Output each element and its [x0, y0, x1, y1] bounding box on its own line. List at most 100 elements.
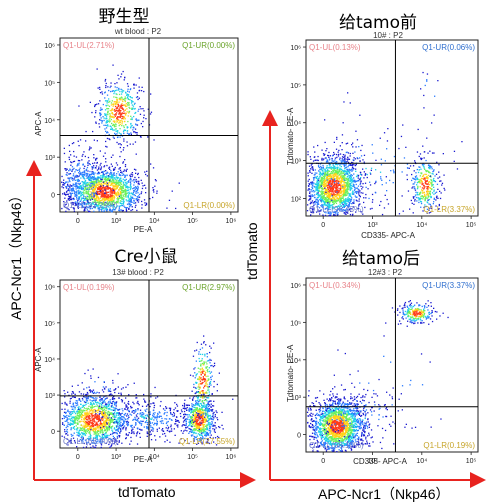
quadrant-label-ur: Q1-UR(0.00%)	[182, 41, 235, 50]
population-3	[189, 335, 220, 446]
y-tick-label: 10³	[45, 155, 56, 162]
plot-svg-after: Q1-UL(0.34%) Q1-UR(3.37%) Q1-LL(96.10%) Q1-…	[290, 277, 479, 465]
plot-frame	[305, 39, 479, 217]
left-x-axis-label: tdTomato	[118, 484, 176, 500]
population-4	[334, 322, 442, 433]
y-tick-label: 10⁴	[290, 358, 301, 365]
x-tick-label: 0	[76, 218, 80, 225]
population-2	[173, 382, 224, 445]
panel-subtitle-before: 10# : P2	[373, 31, 403, 40]
quadrant-label-ll: Q1-LL(97.29%)	[63, 201, 118, 210]
population-3	[310, 378, 417, 452]
plot-svg-cre: Q1-UL(0.19%) Q1-UR(2.97%) Q1-LL(68.90%) Q1-…	[44, 279, 239, 461]
quadrant-label-lr: Q1-LR(0.19%)	[423, 441, 475, 450]
y-tick-label: 10³	[291, 159, 302, 166]
facs-plot-cre: Q1-UL(0.19%) Q1-UR(2.97%) Q1-LL(68.90%) Q1-…	[44, 279, 239, 461]
quadrant-label-ur: Q1-UR(2.97%)	[182, 283, 235, 292]
y-tick-label: 10⁵	[290, 83, 301, 90]
y-tick-label: 10³	[45, 393, 56, 400]
y-tick-label: 10²	[291, 196, 302, 203]
x-tick-label: 10⁵	[187, 218, 198, 225]
population-3	[61, 130, 121, 213]
y-tick-label: 0	[51, 429, 55, 436]
quadrant-label-ll: Q1-LL(68.90%)	[63, 437, 118, 446]
y-tick-label: 0	[297, 433, 301, 440]
left-y-axis-label: APC-Ncr1（Nkp46）	[8, 188, 24, 320]
population-2	[406, 145, 446, 214]
plot-svg-before: Q1-UL(0.13%) Q1-UR(0.06%) Q1-LL(96.43%) Q1-…	[290, 39, 479, 229]
population-1	[78, 64, 155, 161]
x-tick-label: 10⁴	[149, 454, 160, 461]
panel-subtitle-wt: wt blood : P2	[114, 27, 162, 36]
ylabel-after: Tdtomato- PE-A	[286, 344, 295, 402]
x-tick-label: 10⁵	[187, 454, 198, 461]
quadrant-label-lr: Q1-LR(0.00%)	[183, 201, 235, 210]
x-tick-label: 0	[321, 222, 325, 229]
x-tick-label: 10⁶	[226, 454, 237, 461]
x-tick-label: 10⁵	[466, 222, 477, 229]
y-tick-label: 10⁵	[44, 321, 55, 328]
y-tick-label: 10⁶	[44, 43, 55, 50]
x-tick-label: 0	[321, 458, 325, 465]
x-tick-label: 10⁴	[149, 218, 160, 225]
population-5	[63, 368, 130, 406]
x-tick-label: 10³	[111, 454, 122, 461]
quadrant-label-ul: Q1-UL(0.19%)	[63, 283, 115, 292]
ylabel-cre: APC-A	[34, 347, 43, 372]
quadrant-label-ll: Q1-LL(96.10%)	[309, 441, 364, 450]
panel-title-wt: 野生型	[98, 7, 150, 27]
y-tick-label: 10³	[291, 395, 302, 402]
x-tick-label: 10³	[367, 222, 378, 229]
x-tick-label: 10⁴	[416, 222, 427, 229]
population-4	[78, 384, 234, 445]
panel-title-before: 给tamo前	[338, 13, 418, 33]
y-tick-label: 10⁴	[290, 121, 301, 128]
quadrant-label-lr: Q1-LR(3.37%)	[423, 205, 475, 214]
y-tick-label: 10⁵	[290, 320, 301, 327]
facs-plot-after: Q1-UL(0.34%) Q1-UR(3.37%) Q1-LL(96.10%) Q1-…	[290, 277, 479, 465]
right-y-axis-label: tdTomato	[244, 222, 260, 280]
quadrant-label-lr: Q1-LR(27.55%)	[179, 437, 235, 446]
scatter-dots	[306, 300, 449, 453]
panel-subtitle-after: 12#3 : P2	[367, 268, 403, 277]
x-tick-label: 10³	[367, 458, 378, 465]
panel-title-after: 给tamo后	[341, 249, 421, 269]
xlabel-wt: PE-A	[133, 225, 153, 234]
right-x-axis-label: APC-Ncr1（Nkp46）	[318, 486, 450, 502]
xlabel-before: CD335- APC-A	[361, 231, 415, 240]
panel-subtitle-cre: 13# blood : P2	[112, 268, 164, 277]
quadrant-label-ur: Q1-UR(3.37%)	[422, 281, 475, 290]
xlabel-after: CD335- APC-A	[353, 457, 407, 466]
plot-svg-wt: Q1-UL(2.71%) Q1-UR(0.00%) Q1-LL(97.29%) Q1-…	[44, 37, 239, 225]
ylabel-wt: APC-A	[34, 111, 43, 136]
y-tick-label: 10⁴	[44, 118, 55, 125]
y-tick-label: 0	[51, 193, 55, 200]
plot-frame	[305, 277, 479, 453]
quadrant-label-ll: Q1-LL(96.43%)	[309, 205, 364, 214]
population-2	[391, 300, 449, 327]
x-tick-label: 10⁶	[226, 218, 237, 225]
xlabel-cre: PE-A	[133, 455, 153, 464]
x-tick-label: 10⁴	[416, 458, 427, 465]
quadrant-label-ul: Q1-UL(2.71%)	[63, 41, 115, 50]
quadrant-label-ul: Q1-UL(0.13%)	[309, 43, 361, 52]
quadrant-label-ur: Q1-UR(0.06%)	[422, 43, 475, 52]
scatter-dots	[61, 335, 234, 449]
facs-plot-before: Q1-UL(0.13%) Q1-UR(0.06%) Q1-LL(96.43%) Q1-…	[290, 39, 479, 229]
facs-plot-wt: Q1-UL(2.71%) Q1-UR(0.00%) Q1-LL(97.29%) Q1-…	[44, 37, 239, 225]
quadrant-label-ul: Q1-UL(0.34%)	[309, 281, 361, 290]
population-4	[308, 92, 463, 216]
y-tick-label: 10⁶	[44, 285, 55, 292]
y-tick-label: 10⁶	[290, 283, 301, 290]
ylabel-before: Tdtomato- PE-A	[286, 107, 295, 165]
population-1	[61, 372, 155, 449]
panel-title-cre: Cre小鼠	[114, 247, 178, 267]
x-tick-label: 10⁵	[466, 458, 477, 465]
y-tick-label: 10⁵	[44, 80, 55, 87]
x-tick-label: 0	[76, 454, 80, 461]
scatter-dots	[61, 64, 180, 213]
y-tick-label: 10⁴	[44, 357, 55, 364]
population-3	[420, 71, 439, 124]
y-tick-label: 10⁶	[290, 45, 301, 52]
